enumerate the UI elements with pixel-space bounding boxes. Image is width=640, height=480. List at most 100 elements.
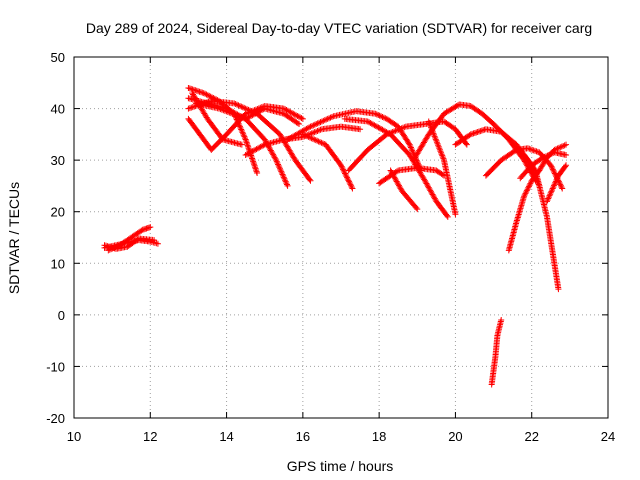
data-point [245, 150, 252, 157]
data-point [313, 121, 320, 128]
data-point [439, 154, 446, 161]
data-point [306, 124, 313, 131]
data-point [431, 131, 438, 138]
data-point [543, 198, 550, 205]
data-point [217, 106, 224, 113]
data-point [540, 154, 547, 161]
y-tick-label: 50 [51, 50, 65, 65]
data-point [240, 132, 247, 139]
data-point [552, 179, 559, 186]
data-point [147, 224, 154, 231]
data-point [314, 137, 321, 144]
data-point [338, 163, 345, 170]
data-point [380, 114, 387, 121]
data-point [134, 236, 141, 243]
data-point [547, 151, 554, 158]
data-point [238, 114, 245, 121]
data-point [238, 141, 245, 148]
data-point [439, 171, 446, 178]
x-tick-label: 18 [372, 429, 386, 444]
data-point [559, 185, 566, 192]
data-point [549, 185, 556, 192]
data-point [551, 181, 558, 188]
data-point [200, 90, 207, 97]
data-point [357, 126, 364, 133]
series-arc-19 [517, 149, 570, 182]
series-arc-15 [425, 118, 459, 218]
data-point [318, 139, 325, 146]
plot-frame [73, 56, 609, 419]
data-point [315, 127, 322, 134]
data-point [433, 139, 440, 146]
data-point [343, 173, 350, 180]
series-arc-9 [299, 131, 356, 192]
data-point [316, 119, 323, 126]
data-point [432, 136, 439, 143]
data-point [405, 140, 412, 147]
data-point [245, 114, 252, 121]
data-point [560, 142, 567, 149]
data-point [276, 164, 283, 171]
series-arc-a2 [105, 224, 154, 254]
data-point [553, 176, 560, 183]
data-point [242, 110, 249, 117]
data-point [375, 112, 382, 119]
data-point [391, 128, 398, 135]
data-point [256, 144, 263, 151]
data-point [310, 122, 317, 129]
data-point [233, 112, 240, 119]
data-point [342, 171, 349, 178]
data-point [462, 140, 469, 147]
data-point [393, 168, 400, 175]
data-point [237, 125, 244, 132]
data-point [512, 147, 519, 154]
data-points [101, 84, 570, 388]
data-point [395, 126, 402, 133]
data-point [425, 118, 432, 125]
series-arc-11 [341, 115, 451, 220]
y-axis-label: SDTVAR / TECUs [6, 182, 22, 294]
y-tick-label: -10 [46, 359, 65, 374]
data-point [563, 162, 570, 169]
data-point [550, 184, 557, 191]
data-point [436, 146, 443, 153]
data-point [444, 213, 451, 220]
data-point [291, 111, 298, 118]
data-point [320, 117, 327, 124]
data-point [348, 184, 355, 191]
data-point [548, 163, 555, 170]
data-point [307, 177, 314, 184]
data-point [273, 158, 280, 165]
data-point [563, 141, 570, 148]
data-point [206, 92, 213, 99]
data-point [394, 127, 401, 134]
data-point [282, 178, 289, 185]
data-point [275, 162, 282, 169]
data-point [545, 151, 552, 158]
data-point [341, 169, 348, 176]
data-point [463, 141, 470, 148]
data-point [555, 144, 562, 151]
data-point [235, 102, 242, 109]
data-point [547, 189, 554, 196]
data-point [207, 93, 214, 100]
data-point [409, 148, 416, 155]
data-point [254, 170, 261, 177]
data-point [543, 153, 550, 160]
data-point [238, 126, 245, 133]
data-point [250, 111, 257, 118]
data-point [317, 139, 324, 146]
y-tick-label: -20 [46, 411, 65, 426]
data-point [550, 182, 557, 189]
data-point [246, 149, 253, 156]
data-point [438, 151, 445, 158]
data-point [545, 195, 552, 202]
data-point [547, 191, 554, 198]
data-point [252, 110, 259, 117]
data-point [372, 110, 379, 117]
data-point [229, 110, 236, 117]
data-point [282, 106, 289, 113]
data-point [430, 130, 437, 137]
data-point [238, 127, 245, 134]
